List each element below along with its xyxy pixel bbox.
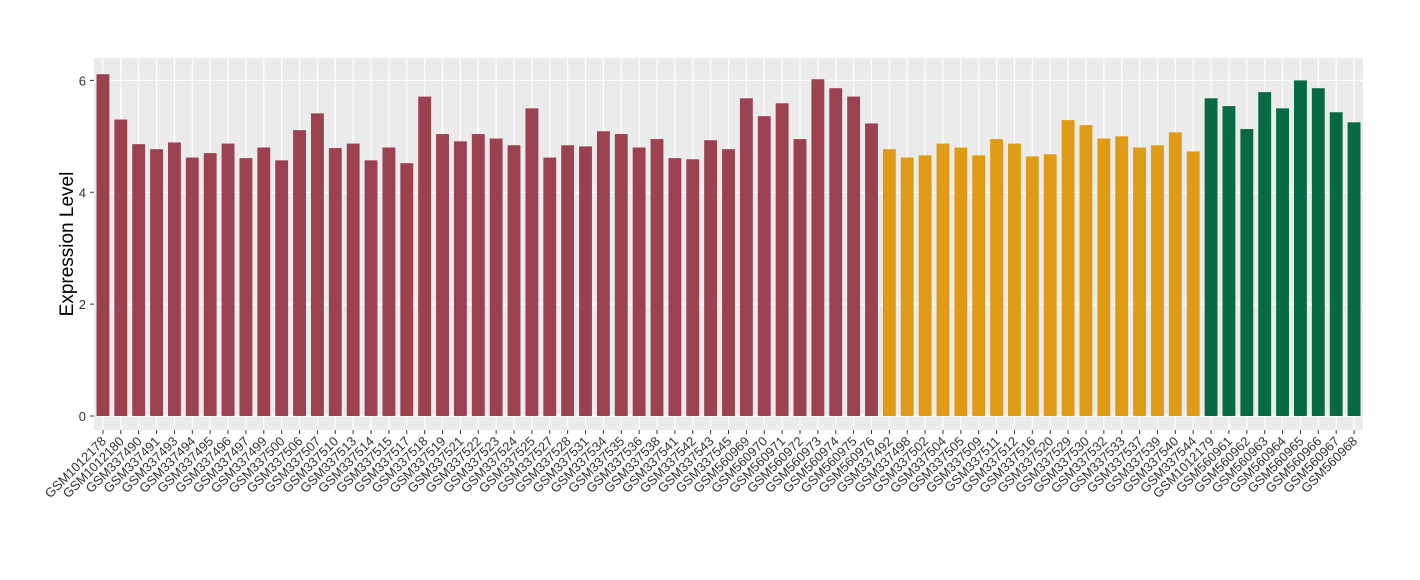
bar	[811, 79, 825, 417]
bar	[757, 116, 771, 417]
y-tick-label: 6	[79, 73, 86, 88]
bar	[1025, 156, 1039, 417]
bar	[293, 130, 306, 417]
bar	[579, 146, 592, 417]
bar	[1061, 120, 1075, 417]
bar	[1008, 143, 1021, 417]
bar	[328, 148, 342, 417]
bar	[275, 160, 289, 417]
bar	[596, 131, 610, 417]
bar	[114, 119, 128, 417]
bar	[829, 88, 843, 417]
bar	[1240, 129, 1254, 417]
bar	[1186, 151, 1200, 417]
bar	[203, 153, 217, 417]
bar	[364, 160, 378, 417]
y-tick-label: 2	[79, 297, 86, 312]
bar	[132, 144, 146, 417]
bar	[882, 149, 896, 417]
bar	[722, 149, 735, 417]
bar	[1204, 98, 1218, 417]
bar	[525, 108, 539, 417]
bar	[453, 141, 467, 417]
y-tick-label: 0	[79, 409, 86, 424]
bar	[650, 139, 664, 417]
bar	[489, 138, 503, 417]
bar	[96, 74, 110, 417]
bar	[1311, 88, 1325, 417]
bar	[185, 157, 199, 417]
bar	[775, 103, 789, 417]
bar	[1276, 108, 1290, 417]
bar	[1043, 154, 1057, 417]
bar	[1222, 106, 1236, 417]
bar	[954, 147, 968, 417]
bar	[1347, 122, 1361, 417]
bar	[972, 155, 986, 417]
bar	[865, 123, 878, 417]
bar	[1294, 80, 1307, 417]
y-axis-title: Expression Level	[57, 172, 78, 317]
y-tick-label: 4	[79, 185, 86, 200]
bar	[543, 157, 557, 417]
bar	[614, 134, 628, 417]
bar	[310, 113, 324, 417]
bar	[739, 98, 753, 417]
bar	[990, 139, 1004, 417]
bar	[1115, 136, 1129, 417]
bar	[561, 145, 575, 417]
bar	[471, 134, 485, 417]
bar	[793, 139, 807, 417]
bar	[704, 140, 718, 417]
bar	[1151, 145, 1164, 417]
bar	[418, 96, 432, 417]
bar	[1258, 92, 1272, 417]
bar	[686, 159, 700, 417]
bar	[239, 158, 253, 417]
bar	[400, 163, 414, 417]
bar	[382, 147, 396, 417]
bar	[150, 149, 163, 417]
bar	[936, 143, 950, 417]
bar	[346, 143, 360, 417]
bar	[1168, 132, 1182, 417]
bar	[1329, 112, 1343, 417]
bar	[257, 147, 271, 417]
bar	[507, 145, 521, 417]
bar	[918, 155, 932, 417]
bar	[1133, 147, 1147, 417]
bar	[668, 158, 682, 417]
bar	[632, 147, 646, 417]
bar	[167, 142, 181, 417]
bar	[847, 96, 861, 417]
bar	[221, 143, 235, 417]
bar	[1097, 138, 1111, 417]
bar	[900, 157, 914, 417]
bar	[1079, 125, 1093, 417]
bar	[436, 134, 449, 417]
